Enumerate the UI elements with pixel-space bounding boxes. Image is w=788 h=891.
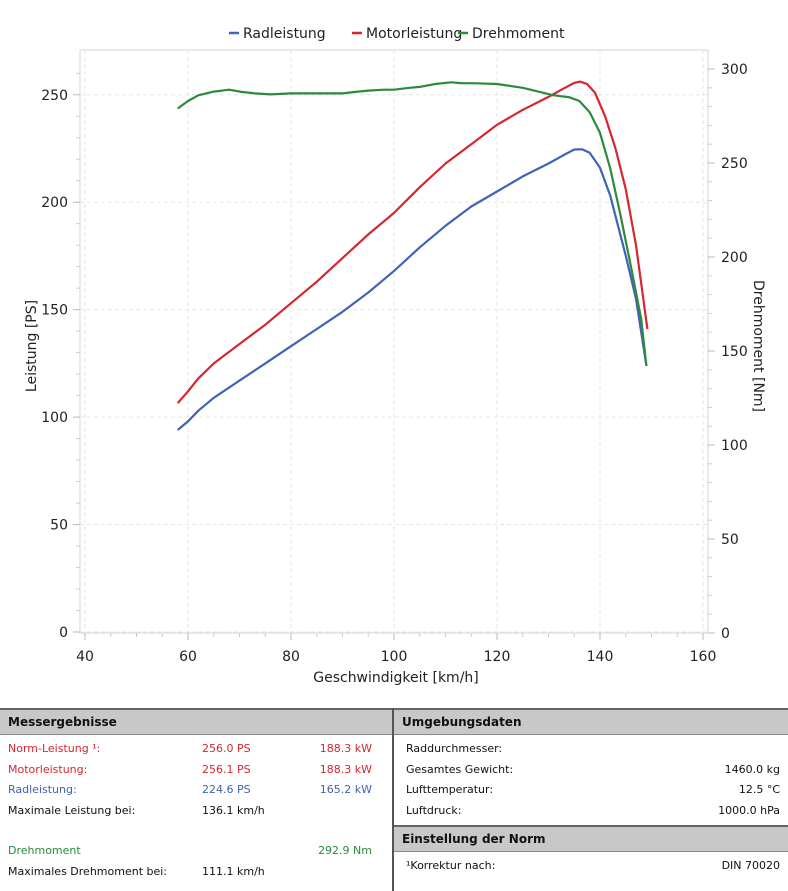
series-drehmoment — [177, 81, 648, 367]
y-tick-label: 0 — [59, 625, 68, 641]
environment-value: 1000.0 hPa — [718, 803, 780, 817]
result-value-ps: 224.6 PS — [202, 783, 251, 796]
torque-row: Drehmoment 292.9 Nm — [0, 841, 392, 862]
environment-label: Raddurchmesser: — [406, 742, 503, 755]
y2-tick-label: 50 — [721, 532, 739, 548]
torque-speed-row: Maximales Drehmoment bei: 111.1 km/h — [0, 862, 392, 883]
y-tick-label: 250 — [41, 88, 68, 104]
norm-title: Einstellung der Norm — [394, 825, 788, 852]
result-row: Motorleistung: 256.1 PS 188.3 kW — [0, 760, 392, 781]
x-tick-label: 80 — [282, 649, 300, 665]
y-tick-label: 200 — [41, 195, 68, 211]
y2-tick-label: 300 — [721, 62, 748, 78]
x-tick-label: 100 — [381, 649, 408, 665]
power-torque-chart: Radleistung Motorleistung Drehmoment 40 60 8… — [24, 26, 766, 686]
torque-speed-value: 111.1 km/h — [202, 864, 265, 878]
torque-speed-label: Maximales Drehmoment bei: — [8, 864, 168, 878]
norm-row: ¹Korrektur nach: DIN 70020 — [394, 856, 788, 877]
result-row: Radleistung: 224.6 PS 165.2 kW — [0, 780, 392, 801]
result-value-ps: 136.1 km/h — [202, 803, 265, 817]
x-tick-label: 140 — [587, 649, 614, 665]
result-label: Maximale Leistung bei: — [8, 803, 136, 817]
norm-value: DIN 70020 — [721, 859, 780, 872]
results-title: Messergebnisse — [0, 708, 392, 735]
environment-label: Luftdruck: — [406, 803, 462, 817]
result-value-kw: 165.2 kW — [319, 783, 372, 796]
result-row: Norm-Leistung ¹: 256.0 PS 188.3 kW — [0, 739, 392, 760]
environment-value: 12.5 °C — [738, 783, 780, 796]
y2-tick-label: 100 — [721, 438, 748, 454]
y-axis-label: Leistung [PS] — [24, 300, 40, 392]
legend-label: Drehmoment — [472, 26, 565, 42]
y2-axis-label: Drehmoment [Nm] — [750, 280, 766, 412]
legend: Radleistung Motorleistung Drehmoment — [229, 26, 565, 42]
result-label: Motorleistung: — [8, 762, 88, 776]
x-tick-label: 120 — [484, 649, 511, 665]
result-value-kw: 188.3 kW — [319, 762, 372, 776]
y-tick-label: 150 — [41, 303, 68, 319]
result-value-ps: 256.0 PS — [202, 742, 251, 755]
environment-value: 1460.0 kg — [724, 762, 780, 776]
environment-label: Gesamtes Gewicht: — [406, 762, 514, 776]
y-tick-label: 100 — [41, 410, 68, 426]
result-value-ps: 256.1 PS — [202, 762, 251, 776]
y2-tick-label: 200 — [721, 250, 748, 266]
torque-value: 292.9 Nm — [318, 844, 372, 857]
y2-tick-label: 150 — [721, 344, 748, 360]
torque-label: Drehmoment — [8, 844, 81, 857]
x-tick-label: 40 — [76, 649, 94, 665]
result-label: Radleistung: — [8, 783, 77, 796]
x-axis-label: Geschwindigkeit [km/h] — [313, 670, 479, 686]
legend-label: Radleistung — [243, 26, 326, 42]
axes: 40 60 80 100 120 140 1600501001502002500501001… — [41, 62, 747, 665]
result-label: Norm-Leistung ¹: — [8, 742, 101, 755]
y2-tick-label: 0 — [721, 626, 730, 642]
result-value-kw: 188.3 kW — [319, 742, 372, 755]
series-radleistung — [176, 148, 648, 431]
norm-label: ¹Korrektur nach: — [406, 859, 496, 872]
result-row: Maximale Leistung bei: 136.1 km/h — [0, 801, 392, 822]
environment-row: Gesamtes Gewicht: 1460.0 kg — [394, 760, 788, 781]
x-tick-label: 60 — [179, 649, 197, 665]
environment-label: Lufttemperatur: — [406, 783, 494, 796]
environment-title: Umgebungsdaten — [394, 708, 788, 735]
environment-row: Raddurchmesser: — [394, 739, 788, 760]
series-lines — [176, 80, 649, 431]
environment-row: Lufttemperatur: 12.5 °C — [394, 780, 788, 801]
y2-tick-label: 250 — [721, 156, 748, 172]
x-tick-label: 160 — [690, 649, 717, 665]
y-tick-label: 50 — [50, 518, 68, 534]
grid — [80, 50, 708, 633]
legend-label: Motorleistung — [366, 26, 462, 42]
environment-row: Luftdruck: 1000.0 hPa — [394, 801, 788, 822]
environment-panel: Umgebungsdaten Raddurchmesser: Gesamtes G… — [394, 708, 788, 891]
results-panel: Messergebnisse Norm-Leistung ¹: 256.0 PS 1… — [0, 708, 394, 891]
series-motorleistung — [176, 80, 649, 404]
